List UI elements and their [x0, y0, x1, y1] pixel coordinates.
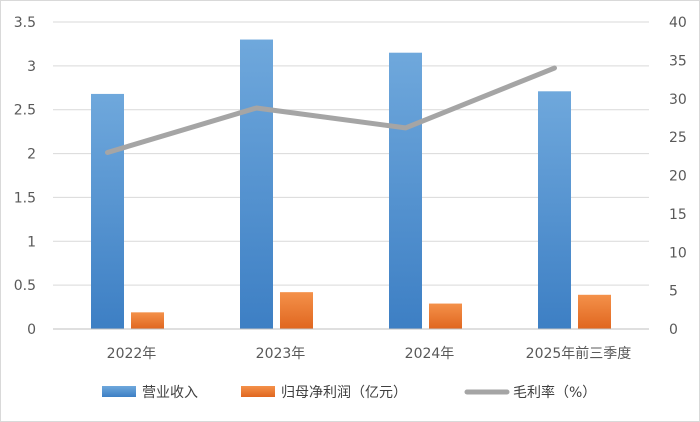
y-left-tick-label: 3.5: [14, 15, 36, 31]
legend-label: 归母净利润（亿元）: [281, 384, 407, 401]
bar-revenue: [389, 52, 422, 329]
bar-revenue: [91, 93, 124, 329]
line-gross-margin: [105, 65, 557, 155]
x-tick-label: 2023年: [256, 346, 306, 362]
y-right-tick-label: 35: [669, 53, 687, 69]
legend-label: 营业收入: [142, 385, 198, 401]
gridlines: [53, 21, 649, 286]
y-right-tick-label: 0: [669, 322, 678, 338]
legend-item: 归母净利润（亿元）: [241, 384, 407, 401]
line-series: [105, 65, 557, 155]
bars: [91, 39, 611, 330]
bar-revenue: [240, 39, 273, 330]
y-right-tick-label: 5: [669, 284, 678, 300]
y-left-tick-label: 0: [27, 322, 36, 338]
bar-net-profit: [131, 312, 164, 329]
bar-net-profit: [280, 292, 313, 329]
y-right-tick-label: 15: [669, 207, 687, 223]
y-left-tick-label: 2.5: [14, 103, 36, 119]
x-tick-label: 2024年: [405, 346, 455, 362]
y-right-tick-label: 25: [669, 130, 687, 146]
legend-label: 毛利率（%）: [513, 384, 596, 401]
legend-swatch-revenue: [102, 386, 136, 397]
y-left-tick-label: 3: [27, 59, 36, 75]
x-tick-label: 2022年: [107, 346, 157, 362]
y-right-tick-label: 40: [669, 15, 687, 31]
legend: 营业收入 归母净利润（亿元） 毛利率（%）: [102, 384, 596, 401]
bar-revenue: [538, 91, 571, 330]
axes: 0 0.5 1 1.5 2 2.5 3 3.5 0 5 10 15 20 25 30 35 40 2022年 202…: [14, 15, 687, 362]
y-right-tick-label: 10: [669, 245, 687, 261]
y-left-tick-label: 1.5: [14, 190, 36, 206]
x-tick-label: 2025年前三季度: [526, 345, 632, 362]
legend-swatch-net-profit: [241, 386, 275, 397]
y-left-tick-label: 1: [27, 234, 36, 250]
bar-net-profit: [429, 303, 462, 329]
y-right-tick-label: 20: [669, 169, 687, 185]
y-left-tick-label: 0.5: [14, 278, 36, 294]
legend-item: 营业收入: [102, 385, 198, 401]
y-right-tick-label: 30: [669, 92, 687, 108]
legend-item: 毛利率（%）: [464, 384, 596, 401]
y-left-tick-label: 2: [27, 147, 36, 163]
bar-net-profit: [578, 294, 611, 329]
